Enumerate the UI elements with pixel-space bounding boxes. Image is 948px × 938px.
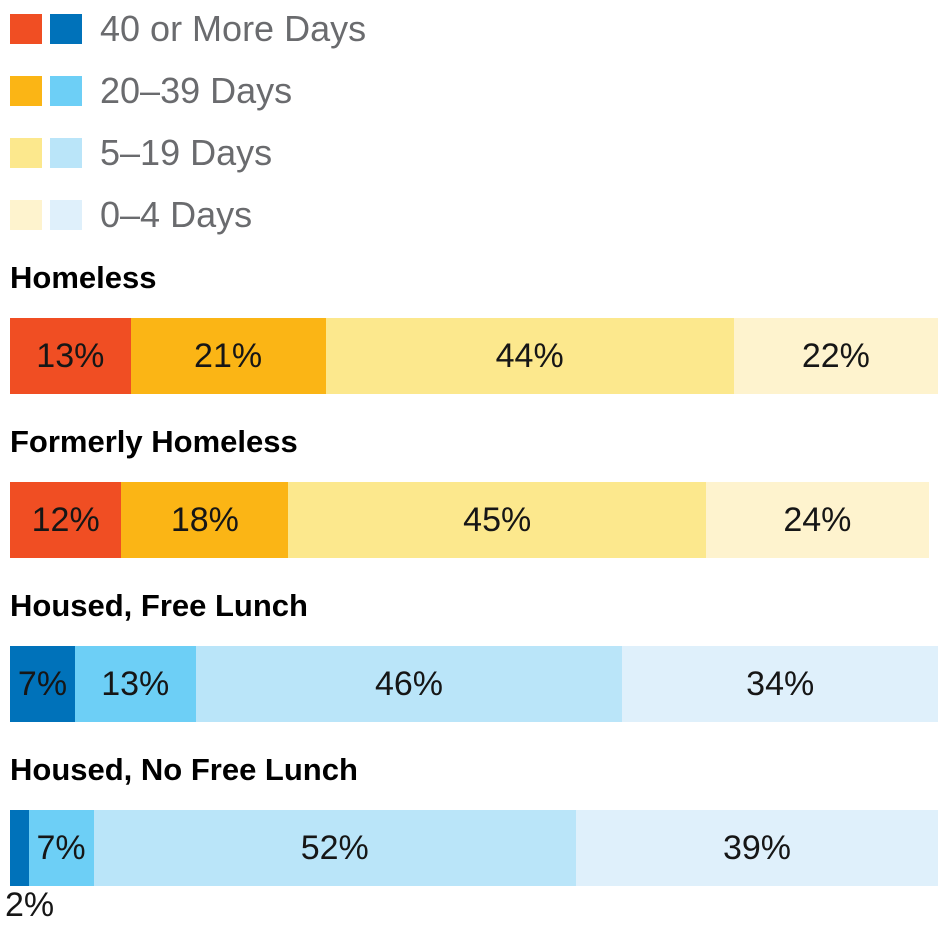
legend-row: 5–19 Days — [10, 132, 948, 173]
legend-row: 20–39 Days — [10, 70, 948, 111]
bar-segment: 22% — [733, 318, 938, 394]
legend-swatch-cool — [50, 76, 82, 106]
bar-segment: 21% — [130, 318, 326, 394]
category-title: Homeless — [10, 260, 157, 295]
category-title: Housed, Free Lunch — [10, 588, 308, 623]
legend-swatch-cool — [50, 138, 82, 168]
chart-body: Homeless 13% 21% 44% 22% Formerly Homeless 12%… — [0, 260, 948, 922]
legend: 40 or More Days 20–39 Days 5–19 Days 0–4 Da… — [0, 0, 948, 235]
legend-swatch-warm — [10, 200, 42, 230]
bar-segment: 45% — [288, 482, 706, 558]
segment-value-label: 21% — [194, 336, 263, 375]
stacked-bar: 7% 13% 46% 34% — [10, 646, 938, 722]
segment-value-label: 24% — [783, 500, 852, 539]
legend-swatch-warm — [10, 76, 42, 106]
bar-segment: 24% — [705, 482, 929, 558]
category-title: Formerly Homeless — [10, 424, 298, 459]
category-section: Formerly Homeless 12% 18% 45% 24% — [10, 424, 938, 558]
bar-segment: 39% — [576, 810, 938, 886]
below-bar-value-label: 2% — [5, 886, 55, 924]
stacked-bar: 13% 21% 44% 22% — [10, 318, 938, 394]
bar-segment: 34% — [622, 646, 938, 722]
segment-value-label: 13% — [101, 664, 170, 703]
segment-value-label: 7% — [17, 664, 68, 703]
category-title: Housed, No Free Lunch — [10, 752, 358, 787]
bar-segment: 46% — [195, 646, 623, 722]
segment-value-label: 12% — [31, 500, 100, 539]
segment-value-label: 18% — [170, 500, 239, 539]
legend-label: 0–4 Days — [100, 194, 253, 235]
bar-segment: 13% — [10, 318, 131, 394]
segment-value-label: 39% — [722, 828, 792, 867]
legend-label: 20–39 Days — [100, 70, 293, 111]
bar-segment: 7% — [10, 646, 75, 722]
legend-row: 0–4 Days — [10, 194, 948, 235]
bar-segment: 12% — [10, 482, 122, 558]
legend-swatch-cool — [50, 14, 82, 44]
bar-segment: 44% — [325, 318, 734, 394]
stacked-bar: 7% 52% 39% — [10, 810, 938, 886]
category-section: Housed, Free Lunch 7% 13% 46% 34% — [10, 588, 938, 722]
category-section: Homeless 13% 21% 44% 22% — [10, 260, 938, 394]
stacked-bar: 12% 18% 45% 24% — [10, 482, 938, 558]
segment-value-label: 7% — [36, 828, 86, 867]
bar-segment: 52% — [93, 810, 577, 886]
segment-value-label: 13% — [36, 336, 105, 375]
segment-value-label: 45% — [463, 500, 532, 539]
legend-row: 40 or More Days — [10, 8, 948, 49]
legend-label: 5–19 Days — [100, 132, 273, 173]
legend-label: 40 or More Days — [100, 8, 367, 49]
segment-value-label: 22% — [801, 336, 870, 375]
segment-value-label: 52% — [300, 828, 369, 867]
segment-value-label: 44% — [495, 336, 564, 375]
segment-value-label: 46% — [374, 664, 444, 703]
segment-value-label: 34% — [746, 664, 815, 703]
legend-swatch-warm — [10, 138, 42, 168]
category-section: Housed, No Free Lunch 7% 52% 39% 2% — [5, 752, 938, 922]
bar-segment: 13% — [74, 646, 196, 722]
legend-swatch-cool — [50, 200, 82, 230]
bar-segment — [10, 810, 29, 886]
bar-segment: 18% — [121, 482, 289, 558]
bar-segment: 7% — [28, 810, 94, 886]
legend-swatch-warm — [10, 14, 42, 44]
